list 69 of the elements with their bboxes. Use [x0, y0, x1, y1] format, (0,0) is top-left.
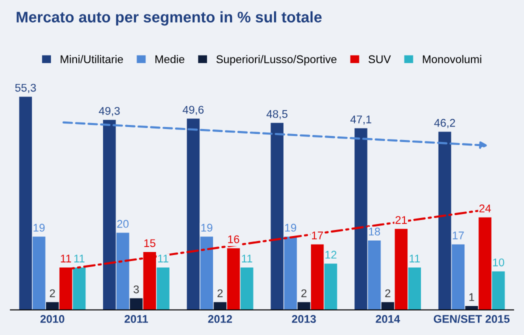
data-label: 49,6: [182, 106, 204, 116]
bar: [284, 236, 297, 310]
x-tick-label: 2013: [292, 315, 316, 323]
legend-label: SUV: [368, 55, 391, 64]
bar: [116, 232, 130, 310]
data-label: 2: [50, 289, 55, 298]
data-label: 2: [218, 289, 223, 298]
data-label: 11: [242, 254, 252, 262]
bar: [452, 244, 465, 310]
data-label: 16: [228, 235, 240, 244]
data-label: 17: [312, 232, 323, 240]
legend-label: Monovolumi: [422, 55, 482, 64]
bar: [186, 118, 200, 310]
data-label: 47,1: [350, 116, 372, 125]
data-label: 49,3: [98, 106, 120, 116]
legend-label: Medie: [155, 55, 184, 64]
data-label: 15: [144, 239, 156, 248]
bar: [130, 298, 143, 310]
data-label: 2: [301, 289, 306, 298]
x-tick-label: 2012: [208, 315, 232, 323]
data-label: 11: [158, 254, 168, 262]
data-label: 2: [385, 289, 390, 298]
data-label: 1: [469, 293, 474, 301]
x-tick-label: GEN/SET 2015: [434, 314, 510, 324]
bar: [394, 228, 408, 310]
data-label: 18: [369, 228, 380, 236]
data-label: 17: [452, 232, 464, 240]
bar: [408, 267, 421, 310]
bar: [156, 267, 170, 310]
legend-label: Superiori/Lusso/Sportive: [216, 55, 336, 66]
data-label: 48,5: [266, 110, 288, 120]
bar: [200, 236, 214, 310]
bar: [240, 267, 254, 310]
bar: [492, 271, 505, 310]
data-label: 24: [479, 204, 491, 212]
x-tick-label: 2010: [40, 315, 64, 323]
bar: [46, 302, 59, 310]
data-label: 19: [201, 224, 212, 232]
bar: [465, 306, 478, 310]
bar: [32, 236, 46, 310]
data-label: 3: [134, 285, 139, 294]
bar: [438, 132, 452, 310]
bar: [214, 302, 226, 310]
bar: [368, 240, 381, 310]
bar: [103, 120, 116, 310]
legend-label: Mini/Utilitarie: [60, 55, 123, 64]
data-label: 11: [74, 254, 84, 262]
data-label: 11: [60, 254, 72, 262]
data-label: 20: [117, 220, 129, 228]
data-label: 46,2: [434, 118, 456, 128]
bar: [72, 267, 86, 310]
x-tick-label: 2011: [124, 315, 148, 323]
bar: [381, 302, 394, 310]
data-label: 11: [410, 254, 420, 262]
bar: [478, 217, 492, 310]
bar: [354, 128, 368, 310]
bar: [310, 244, 324, 310]
chart-title: Mercato auto per segmento in % sul totale: [16, 11, 322, 26]
bar: [324, 264, 338, 310]
data-label: 55,3: [15, 84, 36, 94]
data-label: 10: [493, 258, 504, 266]
data-label: 21: [396, 216, 407, 224]
data-label: 12: [325, 250, 336, 259]
bar: [270, 122, 284, 310]
data-label: 19: [285, 224, 296, 232]
bar: [19, 96, 32, 310]
data-label: 19: [34, 224, 45, 232]
x-tick-label: 2014: [376, 315, 400, 323]
bar: [298, 302, 310, 310]
